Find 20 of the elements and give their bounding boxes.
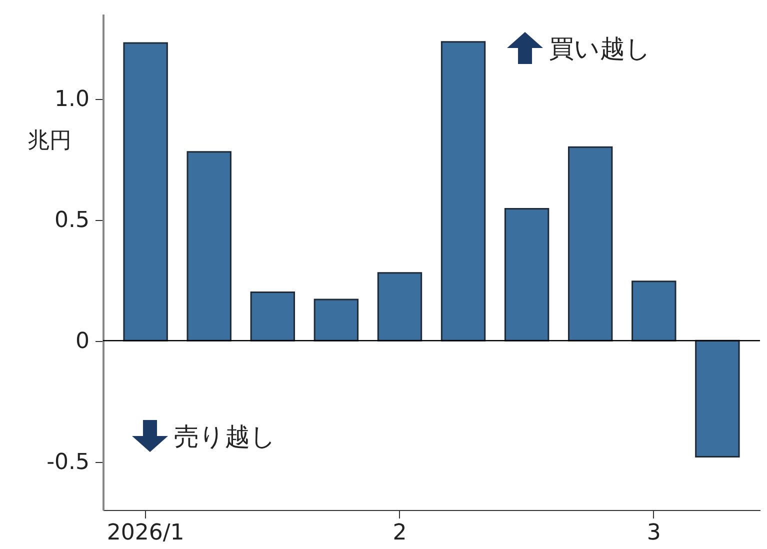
bar bbox=[314, 298, 359, 342]
bar bbox=[568, 146, 613, 342]
bar bbox=[123, 42, 168, 342]
bar bbox=[695, 340, 740, 458]
bar bbox=[250, 291, 296, 342]
bar bbox=[632, 280, 676, 342]
annotation: 売り越し bbox=[174, 420, 276, 452]
bar bbox=[504, 208, 550, 342]
bar bbox=[377, 272, 422, 342]
annotation: 買い越し bbox=[549, 32, 651, 64]
bar bbox=[186, 151, 232, 342]
y-axis-title: 兆円 bbox=[28, 128, 72, 154]
x-tick-label: 2026/1 bbox=[106, 520, 184, 546]
x-tick-label: 2 bbox=[392, 520, 407, 546]
y-tick-label: 1.0 bbox=[54, 87, 90, 112]
y-tick-label: 0.5 bbox=[54, 208, 90, 234]
y-tick-label: 0 bbox=[76, 329, 90, 354]
y-tick-label: -0.5 bbox=[46, 450, 90, 476]
x-tick-label: 3 bbox=[646, 520, 661, 546]
bar bbox=[440, 41, 486, 342]
